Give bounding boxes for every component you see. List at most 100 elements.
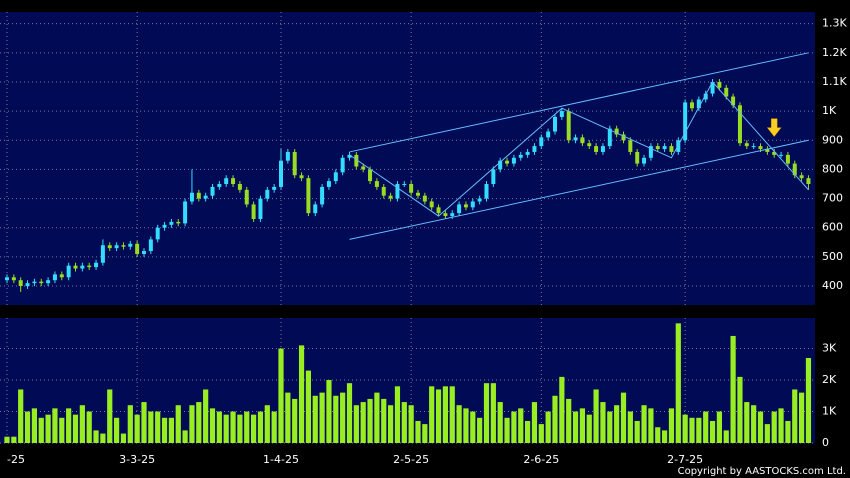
volume-bar [662,430,668,443]
volume-bar [545,411,551,443]
volume-bar [737,376,743,443]
volume-bar [401,402,407,443]
candle-body [142,251,146,254]
candle-body [203,195,208,199]
volume-bar [538,424,544,443]
candle-body [710,81,715,94]
candle-body [210,186,215,196]
price-panel [0,12,815,305]
volume-bar [805,357,812,443]
volume-bar [442,386,448,443]
volume-bar [477,417,483,443]
volume-bar [518,408,524,443]
candle-body [5,277,9,281]
volume-bar [11,436,17,443]
x-tick-label: 2-7-25 [667,453,703,466]
y-tick-label: 700 [822,192,843,205]
candle-body [457,204,462,214]
volume-bar [230,411,236,443]
volume-bar [511,411,517,443]
candle-body [59,274,64,278]
candle-body [477,198,482,202]
volume-bar [456,405,462,443]
trend-line [349,81,809,217]
volume-bar [634,420,640,443]
volume-bar [251,414,257,443]
volume-bar [620,392,627,443]
candle-body [758,146,763,150]
y-tick-label: 2K [822,373,837,386]
volume-bar [744,402,750,443]
candle-body [587,143,592,147]
candle-body [46,280,51,284]
volume-bar [107,389,113,443]
candle-body [463,204,468,208]
y-tick-label: 3K [822,342,837,355]
candle-body [361,166,366,170]
volume-bar [552,395,558,443]
candle-body [662,146,667,150]
x-tick-label: 2-6-25 [523,453,559,466]
volume-bar [483,383,490,443]
candle-body [683,102,688,141]
volume-bar [120,433,127,443]
candle-body [648,146,653,158]
candle-body [39,281,44,284]
candle-body [148,239,153,252]
candle-body [580,137,585,144]
candle-body [107,245,112,249]
volume-bar [319,392,325,443]
volume-bar [38,417,44,443]
candle-body [320,186,325,205]
candle-body [189,192,194,202]
candle-body [696,99,701,109]
candle-body [505,160,510,164]
volume-bar [326,380,332,443]
candle-body [717,81,722,88]
volume-bar [360,402,366,443]
volume-bar [285,392,291,443]
candle-body [532,146,537,152]
y-tick-label: 600 [822,221,843,234]
candle-body [792,163,797,176]
volume-bar [223,414,229,443]
candle-body [785,154,790,164]
volume-bar [709,420,716,443]
x-tick-label: 3-3-25 [119,453,155,466]
volume-bar [497,402,503,443]
candle-body [655,146,660,150]
candle-body [368,169,373,182]
candle-body [128,243,133,247]
volume-bar [696,417,702,443]
volume-bar [572,411,579,443]
candle-body [279,160,283,187]
candle-body [114,245,119,249]
volume-bar [764,424,770,443]
volume-bar [435,389,442,443]
y-tick-label: 800 [822,162,843,175]
x-tick-label: 2-5-25 [393,453,429,466]
volume-bar [134,414,140,443]
volume-bar [161,417,168,443]
candle-body [100,245,105,263]
volume-bar [367,398,373,443]
candle-body [525,151,530,155]
volume-bar [148,411,154,443]
candle-body [491,169,496,185]
x-tick-label: -25 [7,453,25,466]
volume-bar [24,411,31,443]
candle-body [518,154,523,158]
volume-bar [196,402,202,443]
volume-bar [655,427,661,443]
copyright: Copyright by AASTOCKS.com Ltd. [678,466,846,477]
volume-bar [292,398,298,443]
volume-bar [100,433,106,443]
volume-bar [463,408,469,443]
candle-body [285,151,290,161]
volume-bar [271,411,277,443]
y-tick-label: 400 [822,279,843,292]
y-tick-label: 500 [822,250,843,263]
volume-bar [675,323,681,443]
volume-bar [723,430,729,443]
